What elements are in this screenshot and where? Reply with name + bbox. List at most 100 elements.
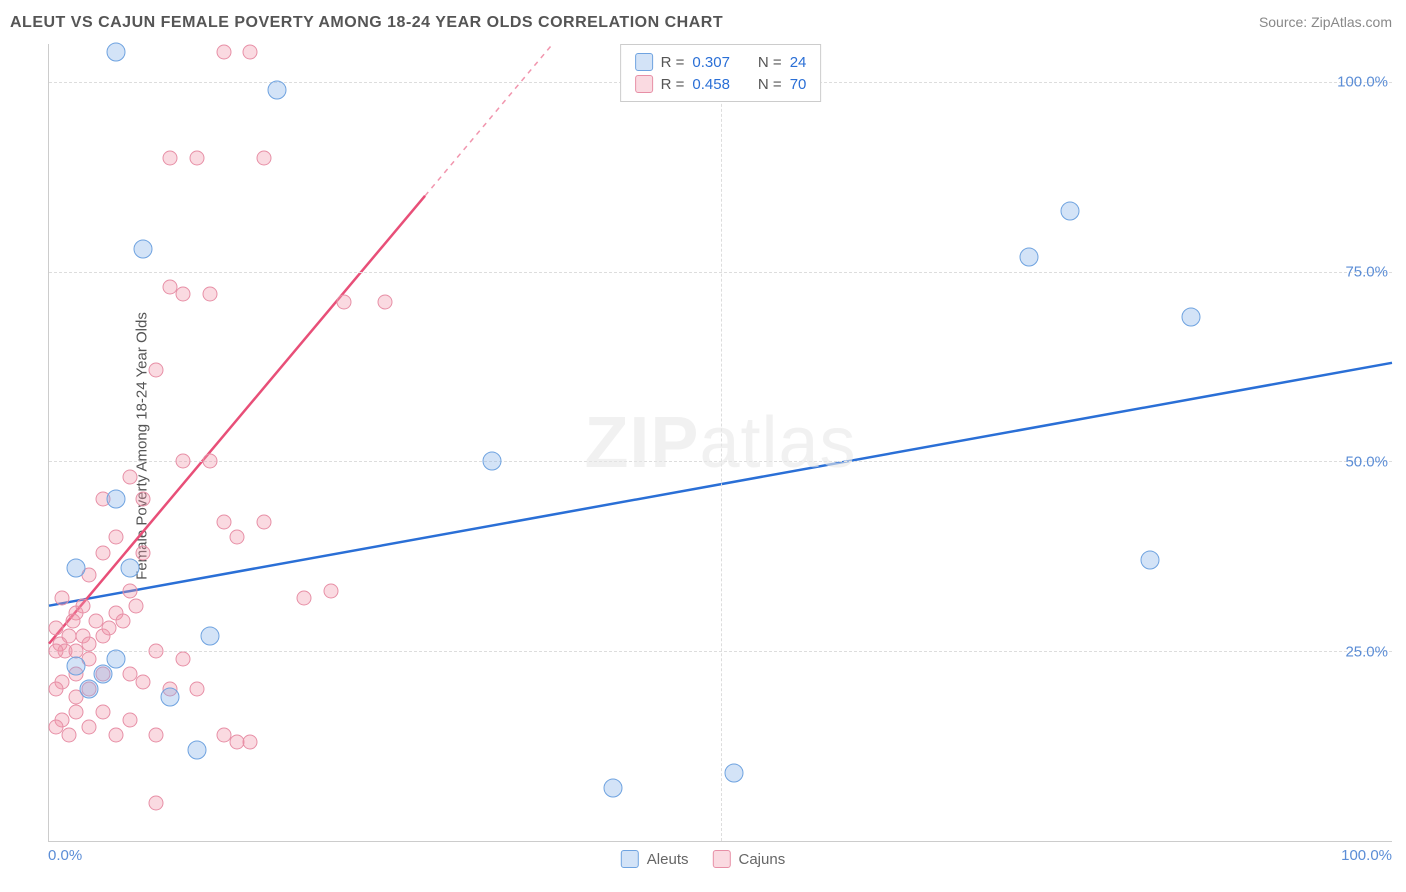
chart-container: ALEUT VS CAJUN FEMALE POVERTY AMONG 18-2… (0, 0, 1406, 892)
data-point-cajuns (176, 454, 191, 469)
data-point-cajuns (75, 598, 90, 613)
legend-label: Aleuts (647, 851, 689, 868)
data-point-cajuns (203, 454, 218, 469)
y-tick-label: 25.0% (1345, 644, 1388, 661)
legend-swatch-icon (713, 850, 731, 868)
data-point-aleuts (187, 740, 206, 759)
data-point-aleuts (483, 452, 502, 471)
y-tick-label: 75.0% (1345, 264, 1388, 281)
data-point-cajuns (48, 644, 63, 659)
data-point-aleuts (1141, 551, 1160, 570)
data-point-cajuns (189, 150, 204, 165)
data-point-cajuns (149, 644, 164, 659)
legend-correlation: R = 0.307 N = 24 R = 0.458 N = 70 (620, 44, 822, 102)
data-point-aleuts (107, 490, 126, 509)
data-point-cajuns (216, 44, 231, 59)
data-point-aleuts (201, 627, 220, 646)
data-point-aleuts (724, 763, 743, 782)
legend-row-aleuts: R = 0.307 N = 24 (635, 51, 807, 73)
data-point-aleuts (1020, 247, 1039, 266)
data-point-cajuns (66, 613, 81, 628)
legend-n-value: 70 (790, 76, 807, 93)
data-point-cajuns (82, 636, 97, 651)
x-tick-label: 100.0% (1341, 847, 1392, 864)
trend-line-cajuns (49, 196, 425, 644)
legend-r-label: R = (661, 76, 685, 93)
data-point-cajuns (324, 583, 339, 598)
data-point-aleuts (1060, 201, 1079, 220)
legend-n-label: N = (758, 54, 782, 71)
data-point-cajuns (216, 515, 231, 530)
data-point-aleuts (604, 778, 623, 797)
x-tick-label: 0.0% (48, 847, 82, 864)
legend-n-value: 24 (790, 54, 807, 71)
chart-title: ALEUT VS CAJUN FEMALE POVERTY AMONG 18-2… (10, 14, 723, 32)
data-point-aleuts (66, 558, 85, 577)
data-point-cajuns (95, 545, 110, 560)
legend-label: Cajuns (739, 851, 786, 868)
data-point-cajuns (377, 295, 392, 310)
data-point-cajuns (162, 150, 177, 165)
data-point-cajuns (136, 674, 151, 689)
legend-swatch-icon (635, 75, 653, 93)
data-point-cajuns (256, 515, 271, 530)
data-point-aleuts (134, 239, 153, 258)
data-point-cajuns (109, 727, 124, 742)
data-point-cajuns (129, 598, 144, 613)
data-point-cajuns (95, 704, 110, 719)
data-point-aleuts (107, 42, 126, 61)
data-point-cajuns (243, 44, 258, 59)
legend-item-aleuts: Aleuts (621, 850, 689, 868)
data-point-cajuns (89, 613, 104, 628)
source-attribution: Source: ZipAtlas.com (1259, 14, 1392, 30)
data-point-cajuns (176, 651, 191, 666)
data-point-cajuns (203, 287, 218, 302)
data-point-cajuns (149, 363, 164, 378)
data-point-cajuns (68, 704, 83, 719)
legend-row-cajuns: R = 0.458 N = 70 (635, 73, 807, 95)
watermark-zip: ZIP (584, 403, 699, 483)
data-point-cajuns (297, 591, 312, 606)
legend-swatch-icon (621, 850, 639, 868)
data-point-cajuns (337, 295, 352, 310)
data-point-cajuns (48, 682, 63, 697)
watermark-atlas: atlas (699, 403, 856, 483)
data-point-aleuts (268, 80, 287, 99)
data-point-cajuns (149, 796, 164, 811)
data-point-cajuns (102, 621, 117, 636)
data-point-aleuts (80, 680, 99, 699)
data-point-cajuns (243, 735, 258, 750)
legend-n-label: N = (758, 76, 782, 93)
legend-series: Aleuts Cajuns (621, 850, 785, 868)
data-point-aleuts (93, 665, 112, 684)
data-point-cajuns (109, 530, 124, 545)
data-point-cajuns (162, 279, 177, 294)
data-point-aleuts (107, 649, 126, 668)
data-point-cajuns (122, 583, 137, 598)
legend-r-value: 0.458 (692, 76, 730, 93)
legend-r-value: 0.307 (692, 54, 730, 71)
data-point-cajuns (149, 727, 164, 742)
data-point-cajuns (115, 613, 130, 628)
data-point-cajuns (82, 720, 97, 735)
data-point-cajuns (216, 727, 231, 742)
data-point-cajuns (230, 530, 245, 545)
data-point-aleuts (1181, 308, 1200, 327)
data-point-cajuns (176, 287, 191, 302)
legend-r-label: R = (661, 54, 685, 71)
data-point-cajuns (256, 150, 271, 165)
data-point-cajuns (62, 727, 77, 742)
data-point-aleuts (160, 687, 179, 706)
trend-line-dashed-cajuns (425, 44, 553, 196)
data-point-cajuns (136, 492, 151, 507)
data-point-cajuns (122, 469, 137, 484)
data-point-cajuns (136, 545, 151, 560)
data-point-cajuns (55, 591, 70, 606)
legend-swatch-icon (635, 53, 653, 71)
data-point-cajuns (122, 712, 137, 727)
data-point-aleuts (66, 657, 85, 676)
data-point-aleuts (120, 558, 139, 577)
y-tick-label: 50.0% (1345, 454, 1388, 471)
legend-item-cajuns: Cajuns (713, 850, 786, 868)
y-tick-label: 100.0% (1337, 74, 1388, 91)
